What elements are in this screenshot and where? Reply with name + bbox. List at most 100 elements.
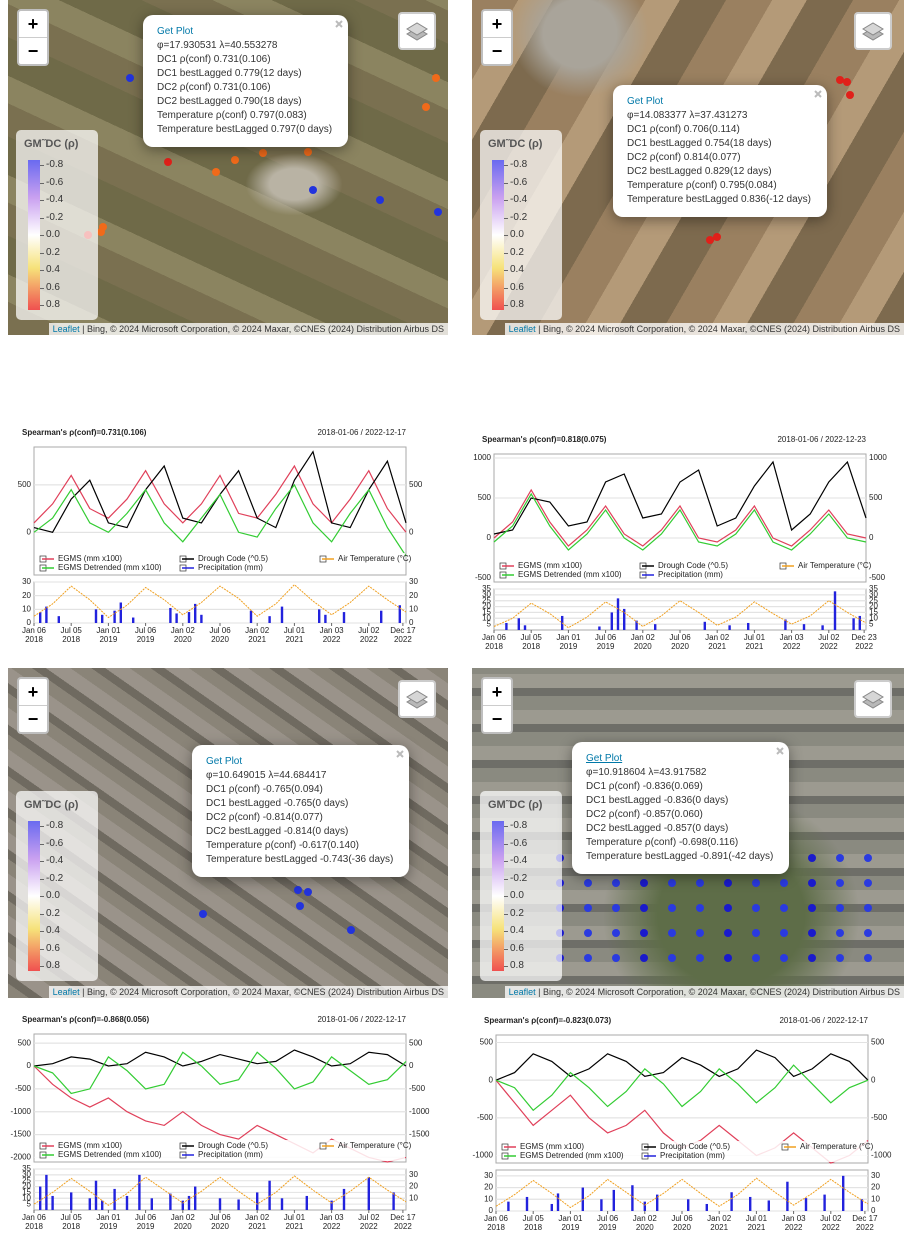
precipitation-bar (859, 616, 861, 630)
y-tick-label: 20 (409, 591, 418, 600)
precipitation-bar (169, 1194, 171, 1210)
map-marker (864, 929, 872, 937)
legend-title: GM˜DC (ρ) (488, 138, 542, 150)
legend-tick (40, 253, 44, 254)
map-marker (376, 196, 384, 204)
popup-coords: φ=10.649015 λ=44.684417 (206, 769, 393, 783)
legend-tick (504, 165, 508, 166)
date-range: 2018-01-06 / 2022-12-17 (779, 1016, 868, 1025)
legend-title: GM˜DC (ρ) (24, 138, 78, 150)
legend-label: EGMS Detrended (mm x100) (520, 1151, 624, 1160)
map-marker (696, 954, 704, 962)
x-tick-label: Jan 01 2019 (552, 1214, 588, 1232)
precipitation-bar (598, 626, 600, 630)
layers-button[interactable] (854, 680, 892, 718)
x-tick-label: Jul 06 2020 (662, 633, 698, 651)
get-plot-link[interactable]: Get Plot (206, 755, 393, 769)
zoom-out-button[interactable]: − (19, 705, 47, 732)
y-tick-label: -1000 (871, 1151, 892, 1160)
legend-tick (40, 826, 44, 827)
y-tick-label: 0 (27, 527, 32, 536)
legend-tick (40, 288, 44, 289)
x-tick-label: Jan 03 2022 (774, 633, 810, 651)
y-tick-label: -1000 (11, 1107, 32, 1116)
legend-label: 0.6 (510, 282, 524, 294)
legend-label: EGMS Detrended (mm x100) (58, 1150, 162, 1159)
y-tick-label: 0 (409, 527, 414, 536)
attribution-link[interactable]: Leaflet (509, 324, 536, 334)
map-marker (309, 186, 317, 194)
map-marker (696, 879, 704, 887)
popup-line: Temperature bestLagged 0.797(0 days) (157, 123, 332, 137)
map-marker (668, 954, 676, 962)
layers-button[interactable] (398, 12, 436, 50)
popup-line: Temperature bestLagged 0.836(-12 days) (627, 193, 811, 207)
precipitation-bar (368, 1177, 370, 1210)
zoom-in-button[interactable]: + (483, 11, 511, 37)
map-marker (752, 929, 760, 937)
y-tick-label: 500 (409, 480, 423, 489)
y-tick-label: 500 (409, 1038, 423, 1047)
layers-button[interactable] (854, 12, 892, 50)
precipitation-bar (120, 603, 122, 624)
map-marker (752, 879, 760, 887)
precipitation-bar (654, 624, 656, 630)
map-marker (612, 904, 620, 912)
legend-tick (504, 844, 508, 845)
legend-tick (504, 305, 508, 306)
popup-line: DC2 bestLagged 0.829(12 days) (627, 165, 811, 179)
precipitation-bar (823, 1195, 825, 1211)
y-tick-label: 500 (478, 493, 492, 502)
popup-line: DC1 ρ(conf) -0.765(0.094) (206, 783, 393, 797)
legend-label: Drough Code (^0.5) (658, 561, 728, 570)
popup-close-button[interactable] (395, 749, 405, 759)
popup-line: Temperature ρ(conf) -0.698(0.116) (586, 836, 773, 850)
legend-label: 0.4 (510, 264, 524, 276)
legend-label: EGMS Detrended (mm x100) (518, 570, 622, 579)
legend-label: -0.2 (46, 212, 63, 224)
precipitation-bar (551, 1204, 553, 1211)
legend-label: 0.6 (46, 282, 60, 294)
zoom-out-button[interactable]: − (483, 705, 511, 732)
chart-title: Spearman's ρ(conf)=-0.868(0.056) (22, 1015, 149, 1024)
attribution-link[interactable]: Leaflet (509, 987, 536, 997)
legend-label: EGMS (mm x100) (520, 1142, 584, 1151)
get-plot-link[interactable]: Get Plot (157, 25, 332, 39)
zoom-out-button[interactable]: − (483, 37, 511, 64)
attribution-link[interactable]: Leaflet (53, 987, 80, 997)
y-tick-label: -500 (869, 573, 886, 582)
legend-tick (40, 931, 44, 932)
popup-close-button[interactable] (775, 746, 785, 756)
legend-tick (40, 844, 44, 845)
x-tick-label: Jul 01 2021 (276, 626, 312, 644)
layers-button[interactable] (398, 680, 436, 718)
color-legend: GM˜DC (ρ)-0.8-0.6-0.4-0.20.00.20.40.60.8 (16, 130, 98, 320)
attribution-link[interactable]: Leaflet (53, 324, 80, 334)
precipitation-bar (507, 1202, 509, 1211)
legend-tick (504, 218, 508, 219)
map-marker (713, 233, 721, 241)
map-marker (640, 904, 648, 912)
legend-tick (40, 183, 44, 184)
zoom-out-button[interactable]: − (19, 37, 47, 64)
legend-tick (40, 914, 44, 915)
map-marker (199, 910, 207, 918)
get-plot-link[interactable]: Get Plot (627, 95, 811, 109)
chart-title: Spearman's ρ(conf)=-0.823(0.073) (484, 1016, 611, 1025)
legend-tick (40, 200, 44, 201)
map-marker (808, 929, 816, 937)
y-tick-label: 0 (871, 1075, 876, 1084)
precipitation-bar (687, 1199, 689, 1211)
zoom-in-button[interactable]: + (19, 11, 47, 37)
zoom-in-button[interactable]: + (483, 679, 511, 705)
legend-label: Precipitation (mm) (658, 570, 723, 579)
map-marker (724, 954, 732, 962)
y-tick-label: 0 (487, 533, 492, 542)
get-plot-link[interactable]: Get Plot (586, 752, 773, 766)
precipitation-bar (821, 625, 823, 630)
popup-close-button[interactable] (813, 89, 823, 99)
popup-close-button[interactable] (334, 19, 344, 29)
zoom-in-button[interactable]: + (19, 679, 47, 705)
map-marker (584, 929, 592, 937)
